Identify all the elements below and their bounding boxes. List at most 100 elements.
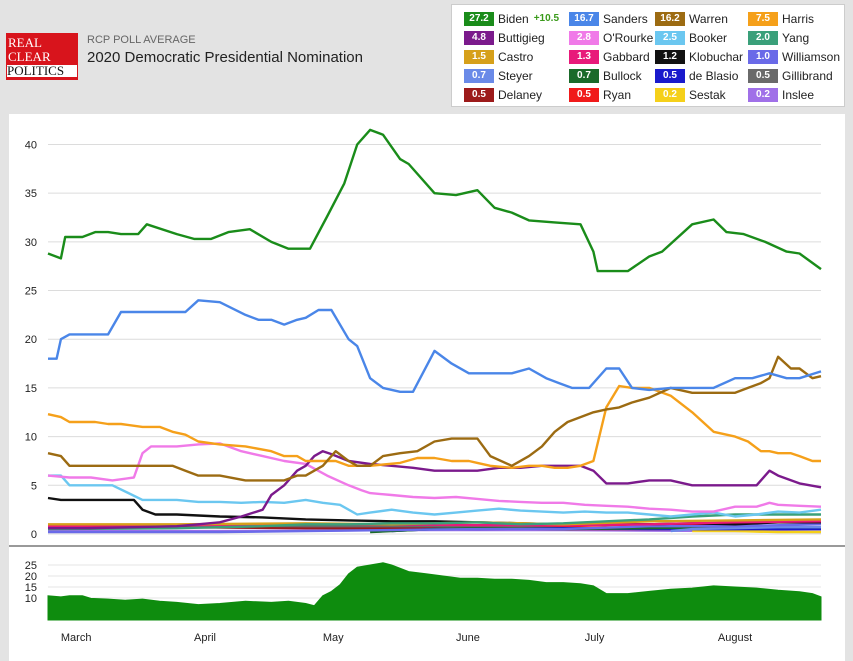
logo-line-1: REAL	[8, 35, 42, 50]
rcp-logo[interactable]: REAL CLEAR POLITICS	[6, 33, 78, 80]
legend-name: Gillibrand	[782, 68, 833, 83]
chart-header: REAL CLEAR POLITICS RCP POLL AVERAGE 202…	[0, 0, 853, 112]
legend-item-gillibrand[interactable]: 0.5 Gillibrand	[748, 68, 833, 84]
legend-value: 2.8	[569, 30, 599, 45]
candidate-legend: 27.2 Biden +10.5 16.7 Sanders 16.2 Warren 7.5 Ha…	[451, 4, 845, 107]
legend-name: Inslee	[782, 87, 815, 102]
series-line-yang	[47, 513, 821, 531]
legend-spread: +10.5	[533, 13, 560, 25]
spread-y-tick-label: 25	[25, 560, 37, 572]
y-tick-label: 30	[25, 237, 37, 249]
legend-name: Delaney	[498, 87, 543, 102]
y-tick-label: 25	[25, 286, 37, 298]
series-line-booker	[48, 474, 822, 518]
legend-name: Yang	[782, 30, 810, 45]
legend-item-booker[interactable]: 2.5 Booker	[655, 30, 727, 46]
legend-value: 1.5	[464, 49, 494, 64]
legend-item-delaney[interactable]: 0.5 Delaney	[464, 87, 542, 103]
legend-name: Castro	[498, 49, 534, 64]
legend-name: Warren	[689, 11, 728, 26]
legend-value: 16.7	[569, 11, 599, 26]
legend-value: 0.5	[655, 68, 685, 83]
legend-item-gabbard[interactable]: 1.3 Gabbard	[569, 49, 650, 65]
series-line-warren	[47, 355, 822, 482]
y-tick-label: 15	[25, 383, 37, 395]
legend-value: 0.5	[748, 68, 778, 83]
x-tick-label: May	[323, 632, 344, 644]
y-tick-label: 35	[25, 188, 37, 200]
legend-item-bullock[interactable]: 0.7 Bullock	[569, 68, 642, 84]
legend-value: 1.0	[748, 49, 778, 64]
legend-item-biden[interactable]: 27.2 Biden +10.5	[464, 11, 559, 27]
legend-name: Bullock	[603, 68, 642, 83]
legend-item-inslee[interactable]: 0.2 Inslee	[748, 87, 814, 103]
y-tick-label: 40	[25, 139, 37, 151]
legend-name: de Blasio	[689, 68, 739, 83]
series-line-o-rourke	[47, 442, 822, 513]
legend-item-castro[interactable]: 1.5 Castro	[464, 49, 533, 65]
spread-y-tick-label: 20	[25, 571, 37, 583]
legend-item-ryan[interactable]: 0.5 Ryan	[569, 87, 631, 103]
logo-line-3: POLITICS	[7, 64, 77, 77]
series-line-steyer	[670, 526, 821, 533]
legend-name: Williamson	[782, 49, 841, 64]
legend-name: Gabbard	[603, 49, 650, 64]
legend-value: 0.5	[569, 87, 599, 102]
legend-name: Harris	[782, 11, 814, 26]
legend-item-yang[interactable]: 2.0 Yang	[748, 30, 809, 46]
legend-value: 4.8	[464, 30, 494, 45]
chart-title: 2020 Democratic Presidential Nomination	[87, 49, 363, 66]
legend-value: 27.2	[464, 11, 494, 26]
legend-item-de-blasio[interactable]: 0.5 de Blasio	[655, 68, 738, 84]
legend-item-williamson[interactable]: 1.0 Williamson	[748, 49, 840, 65]
series-line-harris	[47, 384, 821, 469]
legend-value: 2.0	[748, 30, 778, 45]
legend-name: Klobuchar	[689, 49, 744, 64]
chart-panel: 0 5 10 15 20 25 30 35 40 10 15 20 25 March April May Jun…	[9, 114, 845, 661]
y-tick-label: 5	[31, 480, 37, 492]
series-line-biden	[47, 128, 822, 273]
legend-value: 0.2	[655, 87, 685, 102]
legend-name: O'Rourke	[603, 30, 654, 45]
legend-value: 1.2	[655, 49, 685, 64]
legend-name: Ryan	[603, 87, 632, 102]
legend-value: 1.3	[569, 49, 599, 64]
series-line-buttigieg	[48, 450, 822, 530]
logo-line-2: CLEAR	[8, 49, 51, 64]
x-tick-label: March	[61, 632, 92, 644]
x-tick-label: June	[456, 632, 480, 644]
legend-name: Biden	[498, 11, 529, 26]
legend-value: 16.2	[655, 11, 685, 26]
chart-subtitle: RCP POLL AVERAGE	[87, 34, 196, 46]
legend-name: Steyer	[498, 68, 533, 83]
y-tick-label: 0	[31, 529, 37, 541]
legend-item-klobuchar[interactable]: 1.2 Klobuchar	[655, 49, 743, 65]
spread-y-tick-label: 15	[25, 582, 37, 594]
spread-y-tick-label: 10	[25, 593, 37, 605]
legend-value: 2.5	[655, 30, 685, 45]
legend-item-harris[interactable]: 7.5 Harris	[748, 11, 814, 27]
legend-item-sestak[interactable]: 0.2 Sestak	[655, 87, 726, 103]
legend-name: Booker	[689, 30, 728, 45]
legend-item-warren[interactable]: 16.2 Warren	[655, 11, 728, 27]
legend-value: 0.7	[569, 68, 599, 83]
series-line-williamson	[48, 523, 822, 534]
legend-value: 0.5	[464, 87, 494, 102]
x-tick-label: August	[718, 632, 752, 644]
spread-area	[47, 562, 822, 621]
legend-name: Sanders	[603, 11, 648, 26]
legend-item-steyer[interactable]: 0.7 Steyer	[464, 68, 533, 84]
series-line-sanders	[48, 299, 822, 393]
legend-item-buttigieg[interactable]: 4.8 Buttigieg	[464, 30, 545, 46]
legend-item-o-rourke[interactable]: 2.8 O'Rourke	[569, 30, 653, 46]
x-tick-label: April	[194, 632, 216, 644]
y-tick-label: 10	[25, 432, 37, 444]
legend-name: Sestak	[689, 87, 726, 102]
legend-value: 7.5	[748, 11, 778, 26]
legend-value: 0.7	[464, 68, 494, 83]
legend-item-sanders[interactable]: 16.7 Sanders	[569, 11, 648, 27]
x-tick-label: July	[585, 632, 605, 644]
legend-name: Buttigieg	[498, 30, 545, 45]
y-tick-label: 20	[25, 334, 37, 346]
